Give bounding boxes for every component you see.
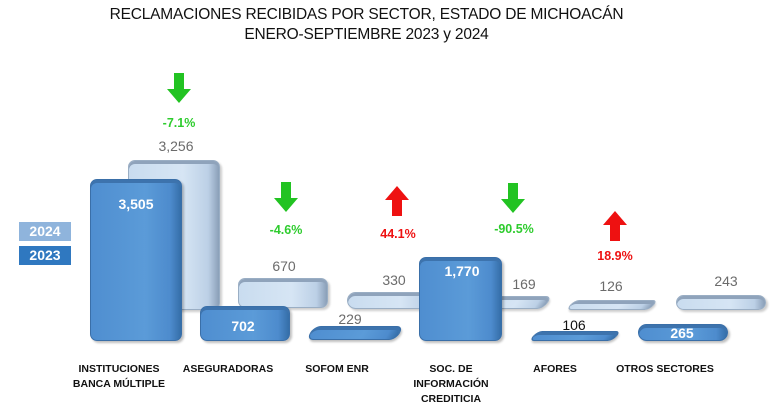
pct-change-sofom: 44.1% xyxy=(380,227,416,241)
category-label-afores: AFORES xyxy=(533,363,577,375)
bar-sofom-2023 xyxy=(305,326,405,340)
value-aseg-2024: 670 xyxy=(272,258,296,274)
bar-aseg-2024 xyxy=(238,278,328,308)
value-afores-2023: 106 xyxy=(562,317,586,333)
category-label-sofom: SOFOM ENR xyxy=(305,363,369,375)
value-afores-2024: 126 xyxy=(599,278,623,294)
value-banca-2024: 3,256 xyxy=(158,138,194,154)
bar-afores-2024 xyxy=(565,300,659,310)
value-sofom-2024: 330 xyxy=(382,272,406,288)
pct-change-afores: 18.9% xyxy=(597,249,633,263)
value-aseg-2023: 702 xyxy=(231,318,255,334)
value-sofom-2023: 229 xyxy=(338,311,362,327)
legend-2023: 2023 xyxy=(19,246,71,265)
bar-banca-2023 xyxy=(90,179,182,341)
bar-otros-2023 xyxy=(638,324,728,341)
chart-subtitle: ENERO-SEPTIEMBRE 2023 y 2024 xyxy=(244,26,489,43)
bar-otros-2024 xyxy=(676,295,766,310)
value-otros-2023: 265 xyxy=(670,325,694,341)
category-label-banca: INSTITUCIONES BANCA MÚLTIPLE xyxy=(72,363,166,390)
pct-change-soc: -90.5% xyxy=(494,222,534,236)
bar-soc-2023 xyxy=(419,257,502,341)
chart-title: RECLAMACIONES RECIBIDAS POR SECTOR, ESTA… xyxy=(109,6,624,23)
value-otros-2024: 243 xyxy=(714,273,738,289)
bar-afores-2023 xyxy=(528,331,622,341)
pct-change-banca: -7.1% xyxy=(162,116,196,130)
arrow-up-icon xyxy=(603,211,627,241)
pct-change-aseg: -4.6% xyxy=(269,223,303,237)
category-label-otros: OTROS SECTORES xyxy=(616,363,714,375)
category-label-aseg: ASEGURADORAS xyxy=(182,363,274,375)
value-banca-2023: 3,505 xyxy=(118,196,154,212)
arrow-down-icon xyxy=(274,182,298,212)
value-soc-2023: 1,770 xyxy=(444,263,480,279)
legend-2024: 2024 xyxy=(19,222,71,241)
arrow-up-icon xyxy=(385,186,409,216)
bar-aseg-2023 xyxy=(200,306,290,341)
arrow-down-icon xyxy=(167,73,191,103)
arrow-down-icon xyxy=(501,183,525,213)
value-soc-2024: 169 xyxy=(512,276,536,292)
category-label-soc: SOC. DE INFORMACIÓN CREDITICIA xyxy=(413,363,489,405)
